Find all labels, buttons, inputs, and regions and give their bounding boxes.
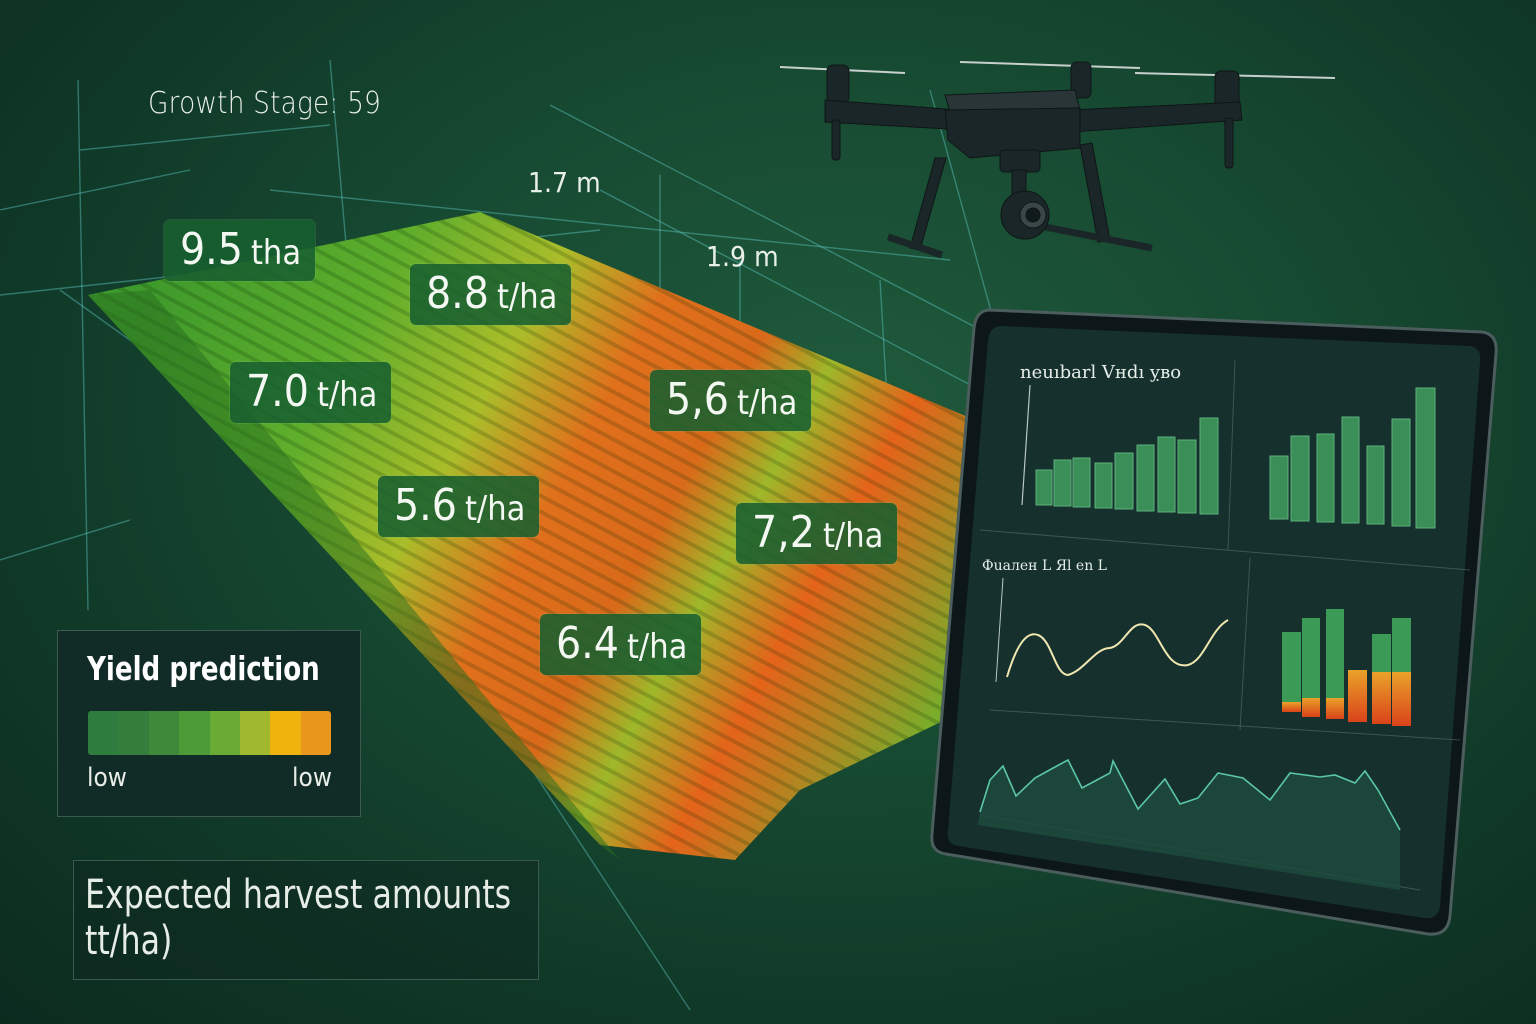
yield-unit: t/ha: [496, 277, 558, 317]
yield-label: 8.8 t/ha: [410, 264, 572, 325]
yield-unit: t/ha: [464, 489, 526, 529]
yield-unit: t/ha: [736, 383, 798, 423]
yield-value: 8.8: [426, 268, 489, 319]
yield-value: 7,2: [752, 507, 815, 558]
area-chart: [978, 758, 1401, 890]
panel-title-1: neuıbarl Vнdı ỵвo: [1020, 362, 1181, 383]
legend-max-label: low: [292, 763, 332, 793]
yield-unit: t/ha: [626, 627, 688, 667]
yield-value: 6.4: [556, 618, 619, 669]
yield-unit: tha: [250, 233, 302, 273]
legend-title: Yield prediction: [87, 649, 320, 688]
bar-chart-2: [1269, 387, 1436, 529]
yield-unit: t/ha: [822, 516, 884, 556]
yield-label: 9.5 tha: [164, 220, 316, 281]
stacked-bar-chart: [1282, 609, 1411, 726]
yield-label: 7,2 t/ha: [736, 503, 898, 564]
yield-value: 7.0: [246, 366, 309, 417]
yield-value: 9.5: [180, 224, 243, 275]
yield-value: 5.6: [394, 480, 457, 531]
height-dimension-label: 1.7 m: [528, 166, 601, 199]
yield-label: 6.4 t/ha: [540, 614, 702, 675]
drone-icon: [780, 61, 1336, 259]
growth-stage-label: Growth Stage: 59: [148, 86, 382, 121]
harvest-caption: Expected harvest amounts tt/ha): [73, 860, 539, 980]
yield-label: 7.0 t/ha: [230, 362, 392, 423]
caption-line-1: Expected harvest amounts: [85, 872, 512, 918]
yield-value: 5,6: [666, 374, 729, 425]
yield-prediction-legend: Yield prediction low low: [57, 630, 361, 817]
legend-color-scale: [88, 711, 331, 755]
yield-label: 5,6 t/ha: [650, 370, 812, 431]
yield-label: 5.6 t/ha: [378, 476, 540, 537]
caption-line-2: tt/ha): [85, 918, 173, 964]
panel-title-2: Фuален L Яl en L: [982, 558, 1107, 574]
legend-min-label: low: [87, 763, 127, 793]
width-dimension-label: 1.9 m: [706, 240, 779, 273]
yield-unit: t/ha: [316, 375, 378, 415]
bar-chart-1: [1021, 384, 1219, 515]
line-chart: [995, 577, 1229, 683]
dashboard-screen: neuıbarl Vнdı ỵвo Фuален L Яl en L: [978, 359, 1471, 891]
